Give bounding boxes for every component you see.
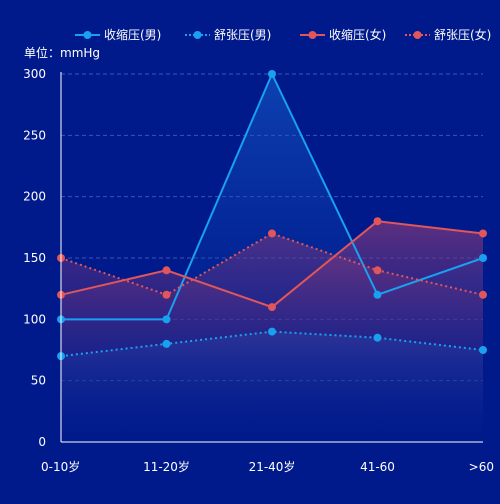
data-point[interactable] bbox=[479, 346, 487, 354]
series-line bbox=[60, 330, 484, 358]
legend-item[interactable]: 舒张压(女) bbox=[405, 27, 491, 42]
data-point[interactable] bbox=[373, 333, 382, 342]
data-point[interactable] bbox=[162, 290, 171, 299]
unit-label: 单位：mmHg bbox=[24, 45, 100, 60]
legend-marker-icon bbox=[413, 31, 422, 39]
legend-label: 收缩压(男) bbox=[104, 27, 161, 42]
x-tick-label: 21-40岁 bbox=[249, 459, 296, 474]
data-point[interactable] bbox=[373, 217, 382, 226]
data-point[interactable] bbox=[373, 290, 382, 299]
x-tick-label: 11-20岁 bbox=[143, 459, 190, 474]
legend-label: 收缩压(女) bbox=[329, 27, 386, 42]
y-tick-label: 150 bbox=[23, 251, 46, 265]
x-tick-label: 0-10岁 bbox=[41, 459, 80, 474]
y-tick-label: 100 bbox=[23, 312, 46, 326]
y-tick-label: 0 bbox=[38, 435, 46, 449]
legend-item[interactable]: 收缩压(女) bbox=[300, 27, 386, 42]
legend-item[interactable]: 收缩压(男) bbox=[75, 27, 161, 42]
x-tick-label: 41-60 bbox=[360, 460, 395, 474]
series-line bbox=[60, 232, 484, 296]
data-point[interactable] bbox=[162, 266, 171, 275]
y-tick-label: 250 bbox=[23, 128, 46, 142]
y-tick-label: 200 bbox=[23, 190, 46, 204]
data-point[interactable] bbox=[268, 70, 276, 78]
legend-item[interactable]: 舒张压(男) bbox=[185, 28, 271, 42]
series-area bbox=[61, 233, 483, 442]
data-point[interactable] bbox=[268, 327, 276, 336]
data-point[interactable] bbox=[479, 229, 487, 238]
data-point[interactable] bbox=[479, 254, 487, 262]
legend-label: 舒张压(女) bbox=[434, 27, 491, 42]
x-tick-label: >60 bbox=[469, 460, 494, 474]
legend-marker-icon bbox=[308, 31, 317, 39]
legend-label: 舒张压(男) bbox=[214, 28, 271, 42]
data-point[interactable] bbox=[162, 339, 171, 348]
data-point[interactable] bbox=[479, 290, 487, 299]
legend-marker-icon bbox=[83, 31, 92, 39]
legend-marker-icon bbox=[193, 31, 202, 39]
y-tick-label: 300 bbox=[23, 67, 46, 81]
y-tick-label: 50 bbox=[31, 374, 46, 388]
data-point[interactable] bbox=[268, 229, 276, 238]
data-point[interactable] bbox=[373, 266, 382, 275]
data-point[interactable] bbox=[268, 303, 276, 312]
data-point[interactable] bbox=[162, 315, 171, 324]
